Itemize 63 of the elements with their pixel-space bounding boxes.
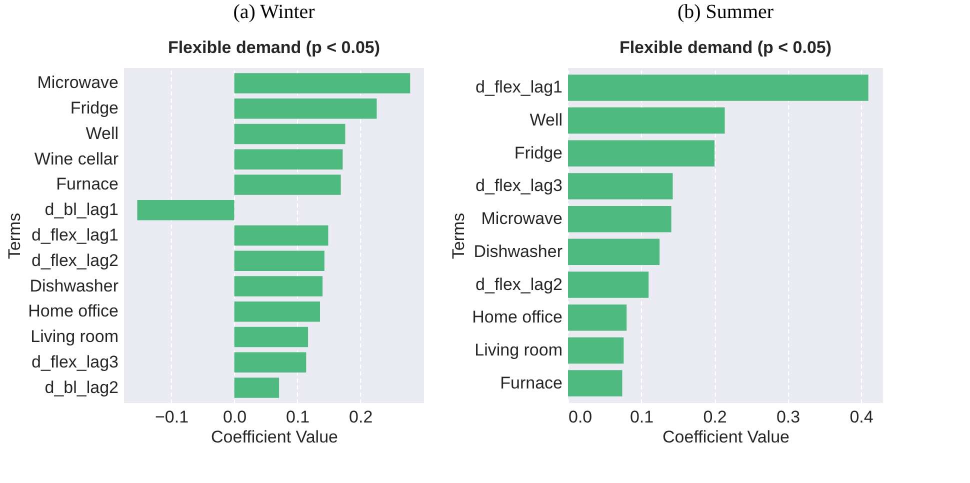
- bar: [234, 174, 341, 195]
- bar: [234, 225, 328, 246]
- y-tick-label: Dishwasher: [30, 276, 119, 296]
- y-tick-label: d_flex_lag2: [32, 250, 118, 270]
- x-tick-label: 0.1: [286, 408, 310, 426]
- y-tick-label: Wine cellar: [34, 149, 119, 168]
- y-tick-label: Living room: [474, 340, 562, 360]
- bar: [568, 337, 624, 364]
- bar: [234, 98, 377, 119]
- y-tick-label: Furnace: [56, 174, 118, 194]
- bar: [568, 173, 673, 200]
- chart-title: (a) Winter: [233, 1, 316, 23]
- y-tick-label: Microwave: [37, 73, 118, 92]
- x-tick-label: 0.2: [703, 408, 727, 426]
- y-tick-label: Fridge: [70, 98, 118, 118]
- x-tick-label: 0.2: [349, 408, 373, 426]
- bar: [234, 301, 320, 322]
- x-axis-title: Coefficient Value: [211, 428, 338, 446]
- bar: [568, 107, 725, 134]
- y-tick-label: d_flex_lag1: [476, 78, 562, 97]
- y-tick-label: Fridge: [514, 143, 562, 162]
- y-tick-label: d_flex_lag2: [476, 274, 562, 294]
- y-tick-label: d_flex_lag1: [32, 226, 118, 244]
- bar: [568, 206, 672, 232]
- bar: [568, 304, 627, 331]
- y-tick-label: d_bl_lag2: [44, 378, 118, 397]
- bar: [568, 370, 622, 396]
- y-tick-label: Furnace: [500, 373, 562, 392]
- x-axis-title: Coefficient Value: [662, 428, 790, 446]
- bar: [234, 378, 280, 398]
- y-tick-label: Dishwasher: [474, 242, 563, 261]
- y-tick-label: d_flex_lag3: [476, 176, 562, 196]
- x-tick-label: 0.0: [568, 408, 592, 426]
- y-tick-label: Living room: [30, 327, 118, 346]
- bar: [234, 250, 324, 272]
- y-tick-label: Microwave: [481, 209, 562, 228]
- bar: [568, 74, 868, 101]
- bar: [137, 200, 234, 220]
- bar: [568, 238, 660, 266]
- bar: [568, 272, 649, 298]
- chart-subtitle: Flexible demand (p < 0.05): [619, 38, 832, 57]
- chart-subtitle: Flexible demand (p < 0.05): [168, 38, 380, 57]
- y-tick-label: d_flex_lag3: [32, 352, 118, 372]
- y-tick-label: Home office: [28, 302, 118, 321]
- bar: [234, 149, 343, 170]
- y-axis-title: Terms: [5, 212, 24, 260]
- x-tick-label: 0.4: [850, 408, 874, 426]
- bar: [568, 140, 715, 167]
- x-tick-label: 0.1: [630, 408, 654, 426]
- bar: [234, 352, 306, 373]
- bar: [234, 73, 410, 94]
- bar: [234, 276, 323, 296]
- y-axis-title: Terms: [449, 212, 468, 260]
- bar: [234, 326, 308, 348]
- x-tick-label: 0.0: [222, 408, 247, 426]
- y-tick-label: Well: [530, 110, 562, 130]
- x-tick-label: 0.3: [776, 408, 800, 426]
- y-tick-label: d_bl_lag1: [44, 200, 118, 220]
- chart-title: (b) Summer: [677, 1, 774, 23]
- y-tick-label: Home office: [472, 308, 562, 327]
- y-tick-label: Well: [86, 124, 118, 143]
- bar: [234, 124, 346, 144]
- x-tick-label: −0.1: [154, 408, 189, 426]
